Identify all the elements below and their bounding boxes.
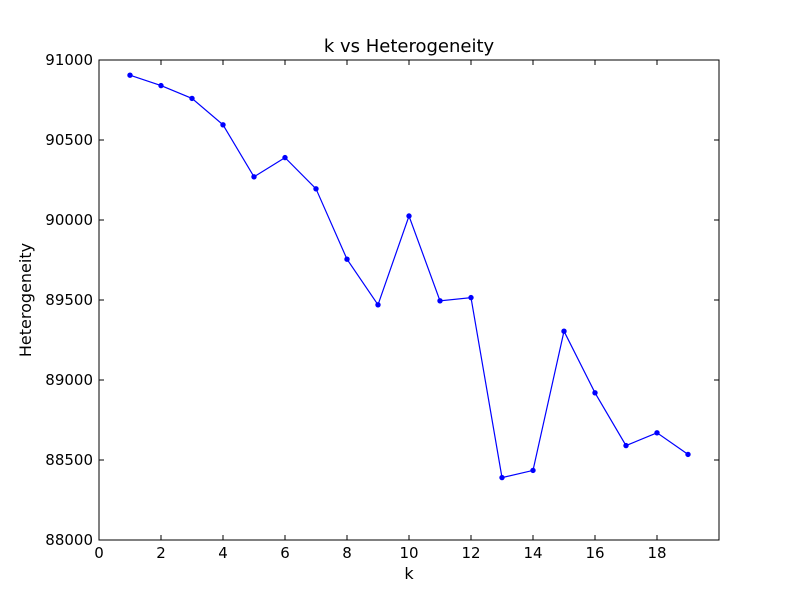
data-point — [344, 256, 350, 262]
data-point — [282, 154, 288, 161]
y-axis-label: Heterogeneity — [16, 243, 35, 357]
data-point — [158, 82, 164, 89]
y-tick-label: 88500 — [45, 451, 93, 469]
x-tick-label: 18 — [647, 544, 666, 562]
chart-title: k vs Heterogeneity — [324, 36, 495, 57]
data-point — [654, 430, 660, 436]
data-point — [220, 122, 226, 128]
y-tick-label: 88000 — [45, 531, 93, 549]
x-tick-label: 6 — [280, 544, 290, 562]
data-point — [468, 294, 474, 301]
y-tick-label: 91000 — [45, 51, 93, 69]
x-tick-label: 8 — [342, 544, 352, 562]
data-point — [685, 451, 691, 458]
y-tick-label: 89500 — [45, 291, 93, 309]
y-tick-label: 90500 — [45, 131, 93, 149]
y-tick-label: 89000 — [45, 371, 93, 389]
data-point — [127, 72, 133, 78]
series-line — [129, 74, 689, 479]
x-tick-label: 12 — [461, 544, 480, 562]
x-tick-label: 10 — [399, 544, 418, 562]
x-axis-label: k — [404, 564, 414, 583]
data-point — [530, 467, 536, 474]
data-point — [313, 186, 319, 192]
y-tick-label: 90000 — [45, 211, 93, 229]
data-point — [623, 442, 629, 449]
x-tick-label: 16 — [585, 544, 604, 562]
data-point — [561, 328, 567, 334]
x-tick-label: 2 — [156, 544, 166, 562]
x-tick-label: 4 — [218, 544, 228, 562]
x-tick-label: 14 — [523, 544, 542, 562]
data-point — [251, 174, 257, 180]
data-point — [189, 95, 195, 102]
data-point — [499, 474, 505, 481]
axes: 0 2 4 6 8 10 12 14 16 18 88000 88500 89000 89500 90000… — [45, 51, 719, 562]
data-point — [437, 298, 443, 304]
data-point — [406, 213, 412, 219]
plot-frame — [98, 59, 720, 541]
x-tick-label: 0 — [94, 544, 104, 562]
plot-layer — [127, 72, 691, 481]
data-point — [375, 302, 381, 308]
data-point — [592, 390, 598, 396]
